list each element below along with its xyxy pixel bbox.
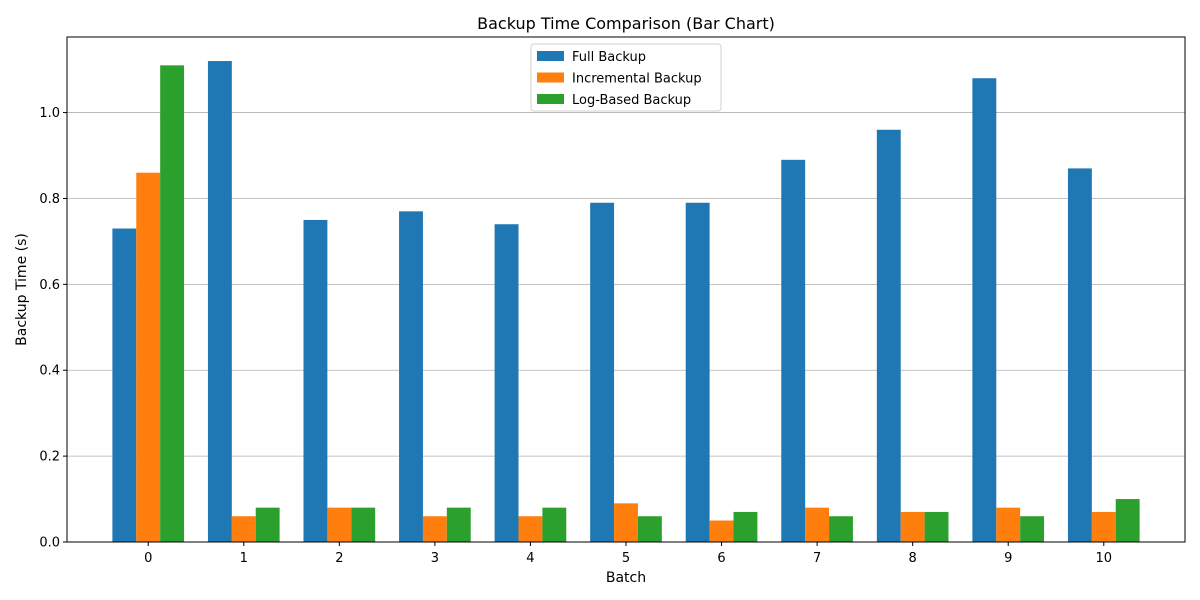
y-tick-label: 0.4 — [39, 364, 60, 379]
bar — [709, 520, 734, 542]
y-axis-label: Backup Time (s) — [14, 233, 30, 346]
bar — [1067, 168, 1092, 542]
ticks: 0.0 0.2 0.4 0.6 0.8 1.0 0 1 2 3 4 5 6 7 8 9 10 — [39, 106, 1112, 566]
bar — [781, 159, 806, 542]
bar — [399, 211, 423, 542]
bar — [924, 511, 949, 542]
y-tick-label: 0.0 — [39, 536, 60, 551]
x-tick-label: 4 — [526, 551, 534, 566]
y-tick-label: 0.2 — [39, 450, 60, 465]
chart-title: Backup Time Comparison (Bar Chart) — [477, 14, 775, 33]
y-tick-label: 0.8 — [39, 192, 60, 207]
bar — [446, 507, 471, 542]
legend-swatch — [537, 72, 564, 83]
bar — [1091, 511, 1116, 542]
grid-lines — [67, 112, 1185, 543]
legend-label: Incremental Backup — [572, 72, 702, 87]
bar — [614, 503, 638, 542]
x-tick-label: 9 — [1004, 551, 1012, 566]
bar — [1115, 499, 1140, 542]
y-tick-label: 1.0 — [39, 106, 60, 121]
x-tick-label: 2 — [335, 551, 343, 566]
x-tick-label: 6 — [717, 551, 725, 566]
legend-swatch — [537, 51, 564, 61]
bar — [542, 507, 567, 542]
x-tick-label: 7 — [813, 551, 821, 566]
bar — [590, 202, 615, 542]
bar — [685, 202, 710, 542]
bar — [518, 516, 543, 542]
bar — [972, 78, 997, 542]
bar — [255, 507, 280, 542]
bar — [327, 507, 352, 542]
x-tick-label: 3 — [431, 551, 439, 566]
legend-label: Log-Based Backup — [572, 93, 691, 108]
legend-label: Full Backup — [572, 50, 646, 65]
bar — [112, 228, 137, 543]
x-tick-label: 10 — [1096, 551, 1113, 566]
x-axis-label: Batch — [606, 570, 646, 586]
bar — [494, 224, 519, 542]
bar — [637, 516, 662, 542]
bar — [805, 507, 830, 542]
bar — [207, 61, 232, 543]
bar — [303, 219, 328, 543]
bar — [136, 172, 161, 543]
y-tick-label: 0.6 — [39, 278, 60, 293]
bar — [231, 516, 256, 542]
x-tick-label: 1 — [240, 551, 248, 566]
bar — [1020, 516, 1045, 542]
x-tick-label: 5 — [622, 551, 630, 566]
bar — [900, 511, 925, 542]
x-tick-label: 0 — [144, 551, 152, 566]
legend-box — [530, 43, 722, 112]
bar — [422, 516, 447, 542]
legend: Full Backup Incremental Backup Log-Based B… — [530, 43, 722, 112]
bar — [351, 507, 376, 542]
bar — [996, 507, 1021, 542]
bars — [112, 61, 1140, 543]
legend-swatch — [537, 94, 564, 104]
bar — [829, 516, 853, 542]
bar — [160, 65, 185, 543]
bar — [733, 511, 758, 542]
bar — [876, 129, 901, 542]
x-tick-label: 8 — [909, 551, 917, 566]
